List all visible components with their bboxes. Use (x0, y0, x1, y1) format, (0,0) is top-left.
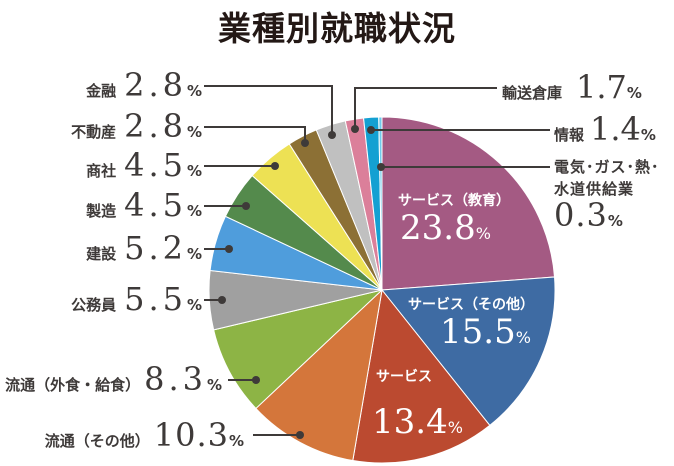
label-pct: % (186, 162, 202, 180)
label-value: 5.2 (124, 229, 187, 267)
inner-label-name: サービス (376, 369, 432, 385)
label-value: 2.8 (124, 107, 187, 145)
label-value: 4.5 (124, 146, 187, 184)
pie-slice (255, 288, 383, 462)
leader-dots (218, 125, 385, 439)
leader-kinyu (204, 85, 333, 135)
pie-slices (208, 116, 556, 464)
label-shosha: 商社 4.5 % (86, 146, 202, 184)
label-value: 1.7 (576, 68, 627, 106)
label-name: 不動産 (71, 123, 117, 141)
label-pct: % (186, 123, 202, 141)
label-value: 0.3 (554, 196, 608, 234)
label-ryutsu-gaishoku: 流通（外食・給食） 8.3 % (5, 360, 222, 398)
label-pct: % (640, 126, 656, 144)
label-name: 建設 (86, 245, 117, 263)
label-pct: % (186, 245, 202, 263)
label-pct: % (186, 82, 202, 100)
label-pct: % (186, 296, 202, 314)
label-seizo: 製造 4.5 % (86, 186, 202, 224)
label-name: 商社 (86, 162, 117, 180)
inner-label-service: サービス 13.4% (372, 366, 463, 442)
leader-fudosan (204, 126, 306, 143)
label-name: 輸送倉庫 (502, 84, 563, 102)
label-name: 金融 (86, 82, 117, 100)
leader-lines (204, 85, 550, 436)
label-kensetsu: 建設 5.2 % (86, 229, 202, 267)
inner-label-name: サービス（その他） (408, 297, 534, 313)
inner-label-pct: % (515, 328, 531, 347)
label-value: 8.3 (144, 360, 207, 398)
inner-label-service-edu: サービス（教育） 23.8% (398, 190, 510, 248)
label-pct: % (228, 432, 244, 450)
inner-label-service-other: サービス（その他） 15.5% (408, 294, 534, 352)
label-value: 10.3 (153, 416, 229, 454)
label-name-line2: 水道供給業 (554, 180, 635, 198)
label-name: 公務員 (71, 296, 117, 314)
label-name: 製造 (86, 202, 117, 220)
label-joho: 情報 1.4 % (554, 110, 656, 148)
label-kinyu: 金融 2.8 % (86, 66, 202, 104)
inner-label-name: サービス（教育） (398, 193, 510, 209)
label-yuso: 輸送倉庫 1.7 % (502, 68, 642, 106)
label-pct: % (206, 376, 222, 394)
label-name-line1: 電気･ガス･熱･ (554, 158, 660, 176)
chart-title: 業種別就職状況 (218, 9, 456, 48)
label-fudosan: 不動産 2.8 % (71, 107, 202, 145)
leader-yuso (354, 87, 497, 129)
inner-label-value: 13.4 (372, 402, 448, 442)
label-ryutsu-other: 流通（その他） 10.3 % (45, 416, 244, 454)
pie-slice (352, 288, 491, 464)
pie-slice (381, 116, 556, 291)
label-name: 流通（その他） (44, 432, 150, 450)
label-pct: % (186, 202, 202, 220)
label-value: 2.8 (124, 66, 187, 104)
label-pct: % (607, 212, 623, 230)
label-value: 4.5 (124, 186, 187, 224)
pie-slice (381, 276, 556, 427)
label-pct: % (626, 84, 642, 102)
label-komuin: 公務員 5.5 % (71, 280, 202, 318)
label-value: 5.5 (124, 280, 187, 318)
label-denki: 電気･ガス･熱･ 水道供給業 0.3% (554, 156, 660, 234)
inner-label-value: 23.8 (400, 208, 476, 248)
inner-label-pct: % (475, 224, 491, 243)
label-name: 情報 (554, 126, 585, 144)
pie-slice (378, 116, 383, 291)
inner-label-value: 15.5 (440, 312, 516, 352)
label-value: 1.4 (590, 110, 641, 148)
inner-label-pct: % (447, 418, 463, 437)
label-name: 流通（外食・給食） (5, 376, 141, 394)
